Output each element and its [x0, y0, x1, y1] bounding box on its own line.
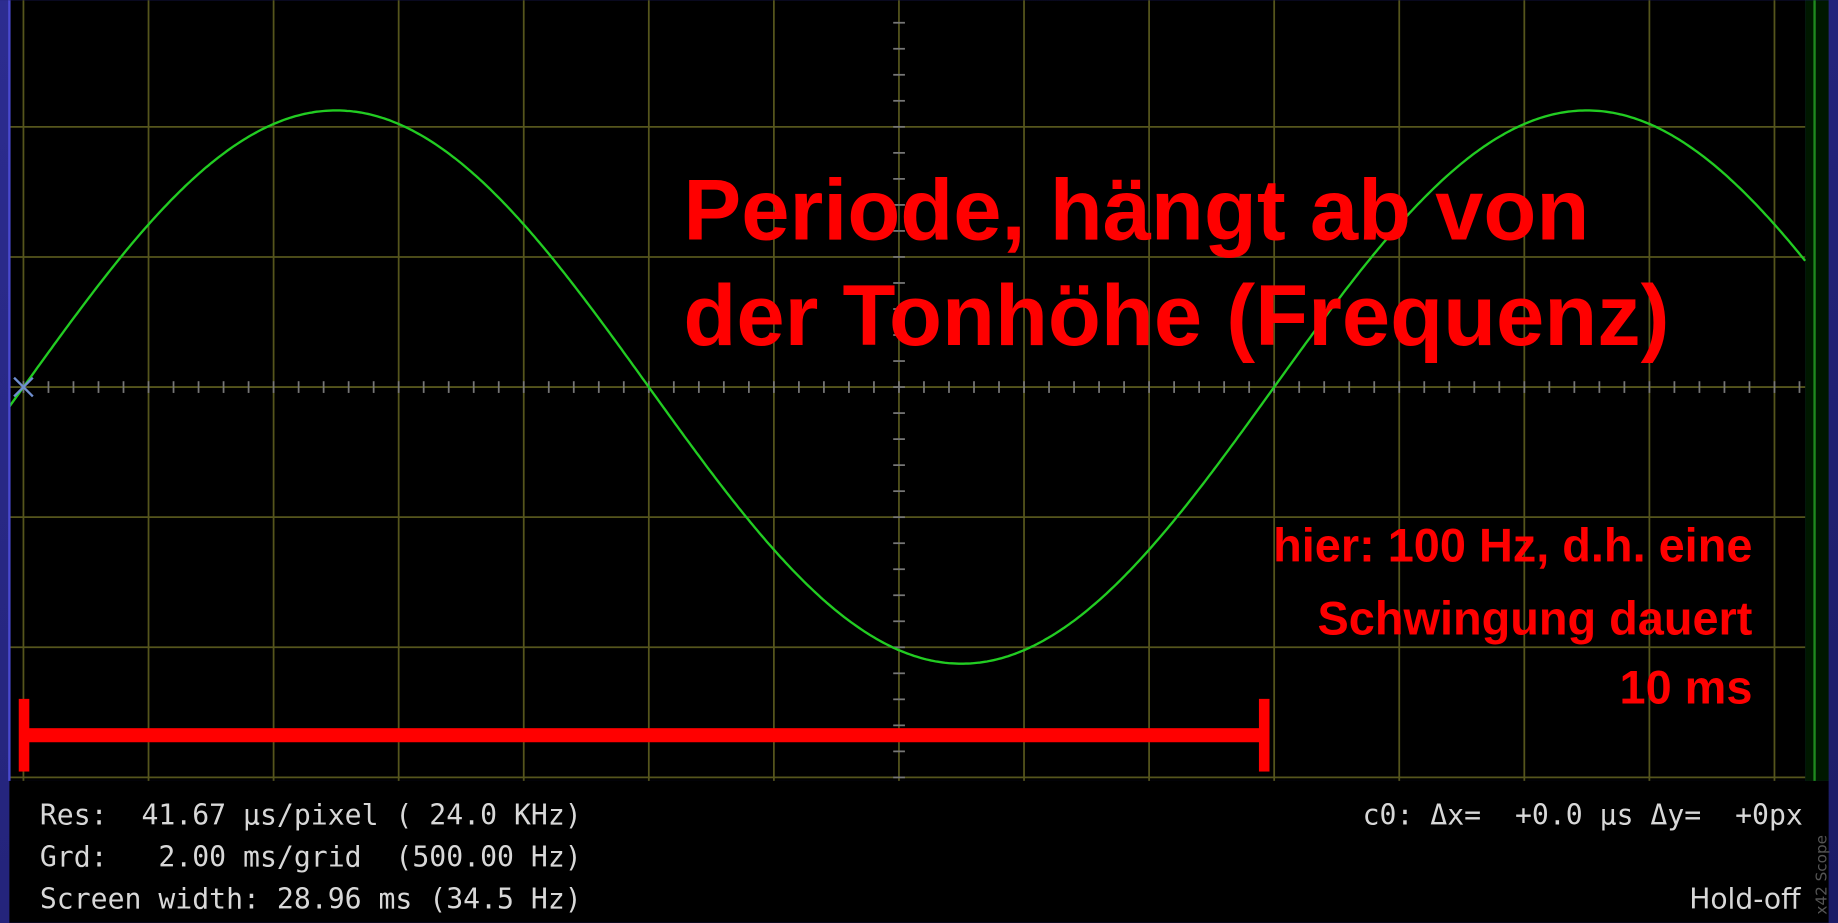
annotation-title: der Tonhöhe (Frequenz): [683, 267, 1669, 364]
mode-label: Hold-off: [1689, 883, 1801, 916]
status-line: Screen width: 28.96 ms (34.5 Hz): [40, 883, 582, 916]
period-cap: [18, 698, 30, 772]
brand-label: x42 Scope: [1812, 835, 1830, 915]
period-line: [23, 728, 1266, 743]
period-bar: [18, 698, 1270, 772]
period-cap: [1258, 698, 1270, 772]
cursor-marker: [13, 376, 34, 398]
annotation-title: Periode, hängt ab von: [683, 161, 1589, 258]
cursor-readout: c0: Δx= +0.0 µs Δy= +0px: [1363, 798, 1803, 831]
status-bar: [9, 780, 1829, 923]
status-line: Res: 41.67 µs/pixel ( 24.0 KHz): [40, 798, 582, 831]
annotation-note: Schwingung dauert: [1318, 592, 1753, 644]
scope-display: [9, 0, 1806, 781]
status-line: Grd: 2.00 ms/grid (500.00 Hz): [40, 840, 582, 873]
annotation-note: 10 ms: [1620, 662, 1753, 714]
signal-trace: [8, 109, 1807, 665]
annotation-note: hier: 100 Hz, d.h. eine: [1273, 520, 1752, 572]
level-strip: [1805, 0, 1829, 781]
grid: [9, 0, 1806, 781]
